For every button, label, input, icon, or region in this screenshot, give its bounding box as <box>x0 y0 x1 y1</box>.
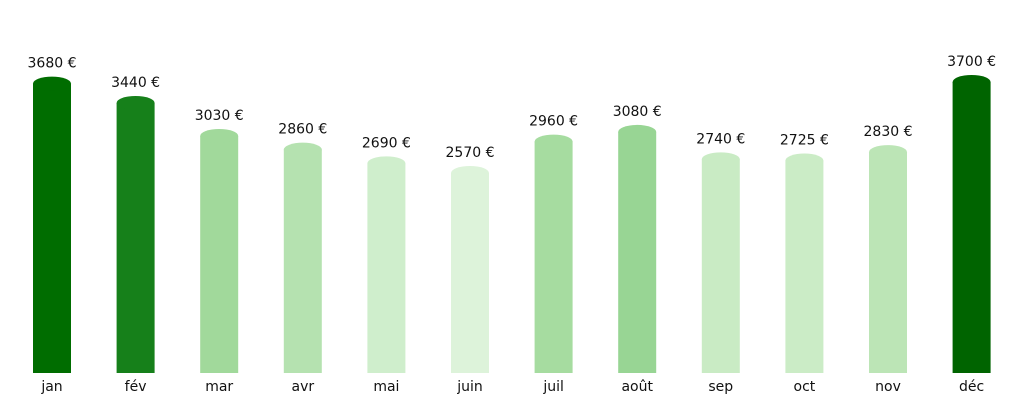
x-tick-label: déc <box>959 379 984 395</box>
bar <box>116 102 155 373</box>
bar <box>200 135 239 373</box>
data-label: 2860 € <box>278 122 327 138</box>
x-tick-label: juin <box>456 379 483 395</box>
x-tick-label: jan <box>40 379 62 395</box>
x-tick-label: oct <box>794 379 816 395</box>
x-tick-label: mai <box>373 379 399 395</box>
x-tick-label: fév <box>125 379 147 395</box>
x-tick-label: juil <box>542 379 564 395</box>
bar-cap <box>534 134 573 149</box>
bar <box>33 83 71 373</box>
bar <box>701 159 740 373</box>
x-tick-label: mar <box>205 379 233 395</box>
data-label: 2690 € <box>362 135 411 151</box>
bar-cap <box>33 76 71 91</box>
bar-cap <box>701 152 740 167</box>
bar <box>618 131 657 373</box>
data-label: 2570 € <box>446 145 495 161</box>
x-tick-label: nov <box>875 379 901 395</box>
data-label: 2740 € <box>696 131 745 147</box>
bar-cap <box>116 95 155 110</box>
bar-cap <box>618 124 657 139</box>
bar-cap <box>451 166 489 181</box>
data-label: 2960 € <box>529 114 578 130</box>
x-tick-label: sep <box>708 379 733 395</box>
data-label: 3080 € <box>613 104 662 120</box>
data-label: 3700 € <box>947 54 996 70</box>
bar <box>451 173 489 373</box>
bar-cap <box>869 145 907 160</box>
bar-cap <box>952 75 991 89</box>
bar-cap <box>283 142 322 157</box>
bar <box>534 141 573 373</box>
bar <box>785 160 824 373</box>
bar-cap <box>367 156 406 171</box>
data-label: 3440 € <box>111 75 160 91</box>
bar-cap <box>785 153 824 168</box>
x-tick-label: août <box>621 379 653 395</box>
bar <box>952 82 991 373</box>
bar <box>869 152 907 373</box>
data-label: 2725 € <box>780 133 829 149</box>
data-label: 3030 € <box>195 108 244 124</box>
data-label: 2830 € <box>864 124 913 140</box>
data-label: 3680 € <box>28 56 77 72</box>
bar <box>283 149 322 373</box>
x-tick-label: avr <box>291 379 314 395</box>
bar-cap <box>200 128 239 143</box>
bar <box>367 163 406 373</box>
